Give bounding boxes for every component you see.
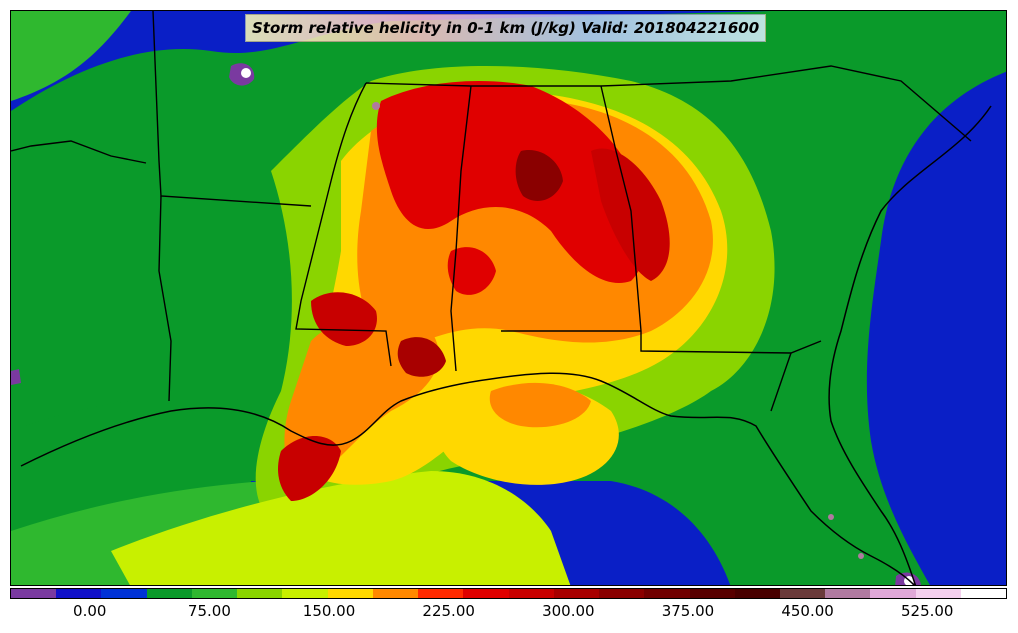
colorbar-cell [508, 589, 554, 598]
colorbar-cell [146, 589, 192, 598]
colorbar-cell [734, 589, 780, 598]
colorbar-cell [689, 589, 735, 598]
colorbar-tick-label: 525.00 [900, 602, 954, 620]
colorbar-cell [372, 589, 419, 598]
colorbar-tick-label: 450.00 [781, 602, 834, 620]
colorbar-cell [282, 589, 328, 598]
colorbar [10, 588, 1007, 599]
helicity-map [10, 10, 1007, 586]
colorbar-cell [825, 589, 871, 598]
colorbar-tick-label: 225.00 [422, 602, 475, 620]
colorbar-labels: 0.00 75.00 150.00 225.00 300.00 375.00 450.00 5… [10, 602, 1007, 624]
colorbar-tick-label: 150.00 [302, 602, 356, 620]
colorbar-cell [553, 589, 600, 598]
colorbar-cell [327, 589, 373, 598]
colorbar-cell [960, 589, 1007, 598]
state-boundaries [11, 11, 972, 412]
colorbar-cell [11, 589, 57, 598]
map-canvas [11, 11, 1006, 585]
colorbar-tick-label: 300.00 [542, 602, 595, 620]
colorbar-tick-label: 375.00 [661, 602, 715, 620]
colorbar-cell [870, 589, 916, 598]
colorbar-cell [237, 589, 283, 598]
colorbar-cell [463, 589, 509, 598]
map-title: Storm relative helicity in 0-1 km (J/kg)… [245, 14, 767, 42]
colorbar-cell [191, 589, 238, 598]
field-red-band [278, 81, 670, 501]
colorbar-tick-label: 0.00 [73, 602, 107, 620]
colorbar-cell [418, 589, 464, 598]
colorbar-cell [915, 589, 961, 598]
coastline [20, 105, 992, 585]
colorbar-tick-label: 75.00 [187, 602, 231, 620]
colorbar-cell [644, 589, 690, 598]
colorbar-cell [599, 589, 645, 598]
colorbar-cell [101, 589, 147, 598]
colorbar-cell [56, 589, 102, 598]
colorbar-cell [779, 589, 826, 598]
